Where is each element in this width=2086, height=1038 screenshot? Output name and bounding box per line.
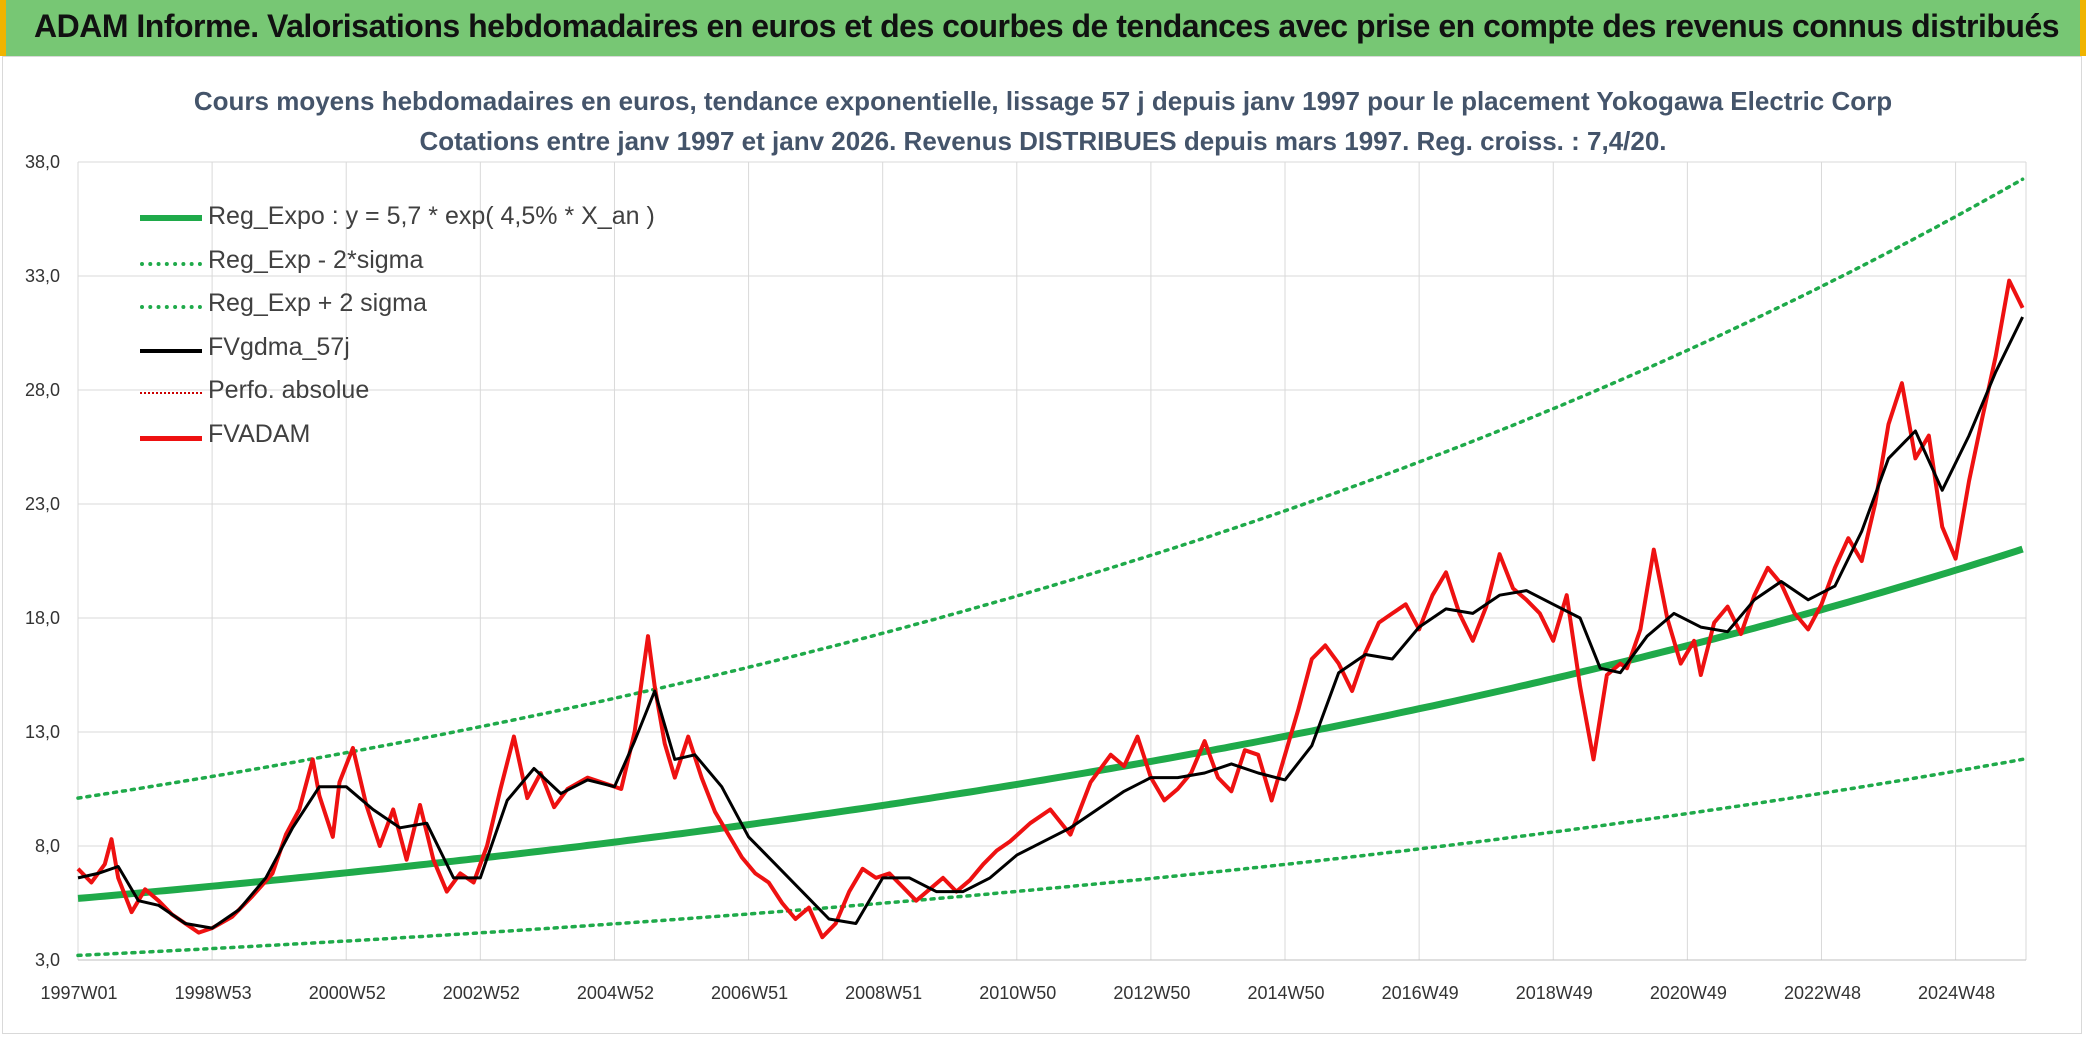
y-tick-label: 38,0 <box>25 152 60 172</box>
y-tick-label: 28,0 <box>25 380 60 400</box>
series-fvgdma-57j <box>77 316 2024 930</box>
x-tick-label: 2006W51 <box>711 983 788 1003</box>
y-axis-ticks: 38,0 33,0 28,0 23,0 18,0 13,0 8,0 3,0 <box>25 152 60 970</box>
chart-title: Cours moyens hebdomadaires en euros, ten… <box>193 86 1893 116</box>
legend-label: FVgdma_57j <box>208 332 350 361</box>
legend-swatch-dotted-green <box>140 305 202 309</box>
grid-lines <box>77 161 2027 961</box>
legend-swatch-solid-black <box>140 348 202 353</box>
x-tick-label: 2004W52 <box>577 983 654 1003</box>
legend-label: Perfo. absolue <box>208 376 370 404</box>
series-layer <box>76 177 2025 958</box>
legend-label: FVADAM <box>208 419 311 448</box>
y-tick-label: 3,0 <box>35 950 60 970</box>
legend-swatch-dotted-green <box>140 261 202 266</box>
series-reg-minus-2sigma <box>76 757 2025 958</box>
y-tick-label: 33,0 <box>25 266 60 286</box>
chart-subtitle: Cotations entre janv 1997 et janv 2026. … <box>419 126 1667 156</box>
x-tick-label: 2024W48 <box>1918 983 1995 1003</box>
x-tick-label: 1998W53 <box>175 983 252 1003</box>
y-tick-label: 13,0 <box>25 722 60 742</box>
y-tick-label: 23,0 <box>25 494 60 514</box>
legend-label: Reg_Exp + 2 sigma <box>208 289 427 317</box>
x-tick-label: 2010W50 <box>979 983 1056 1003</box>
y-tick-label: 18,0 <box>25 608 60 628</box>
x-tick-label: 2008W51 <box>845 983 922 1003</box>
x-axis-ticks: 1997W01 1998W53 2000W52 2002W52 2004W52 2006W… <box>40 983 1995 1003</box>
report-banner: ADAM Informe. Valorisations hebdomadaire… <box>0 0 2086 56</box>
x-tick-label: 2014W50 <box>1247 983 1324 1003</box>
x-tick-label: 1997W01 <box>40 983 117 1003</box>
series-reg-expo <box>77 545 2024 902</box>
x-tick-label: 2012W50 <box>1113 983 1190 1003</box>
x-tick-label: 2002W52 <box>443 983 520 1003</box>
legend-swatch-solid-green <box>140 215 202 221</box>
x-tick-label: 2018W49 <box>1516 983 1593 1003</box>
legend-swatch-solid-red <box>140 435 202 441</box>
x-tick-label: 2016W49 <box>1382 983 1459 1003</box>
series-fvadam <box>76 278 2025 940</box>
x-tick-label: 2020W49 <box>1650 983 1727 1003</box>
legend-label: Reg_Expo : y = 5,7 * exp( 4,5% * X_an ) <box>208 202 655 230</box>
x-tick-label: 2022W48 <box>1784 983 1861 1003</box>
legend-label: Reg_Exp - 2*sigma <box>208 245 424 274</box>
report-title: ADAM Informe. Valorisations hebdomadaire… <box>34 8 2060 44</box>
x-tick-label: 2000W52 <box>309 983 386 1003</box>
legend-swatch-dotted-red <box>140 392 202 394</box>
y-tick-label: 8,0 <box>35 836 60 856</box>
